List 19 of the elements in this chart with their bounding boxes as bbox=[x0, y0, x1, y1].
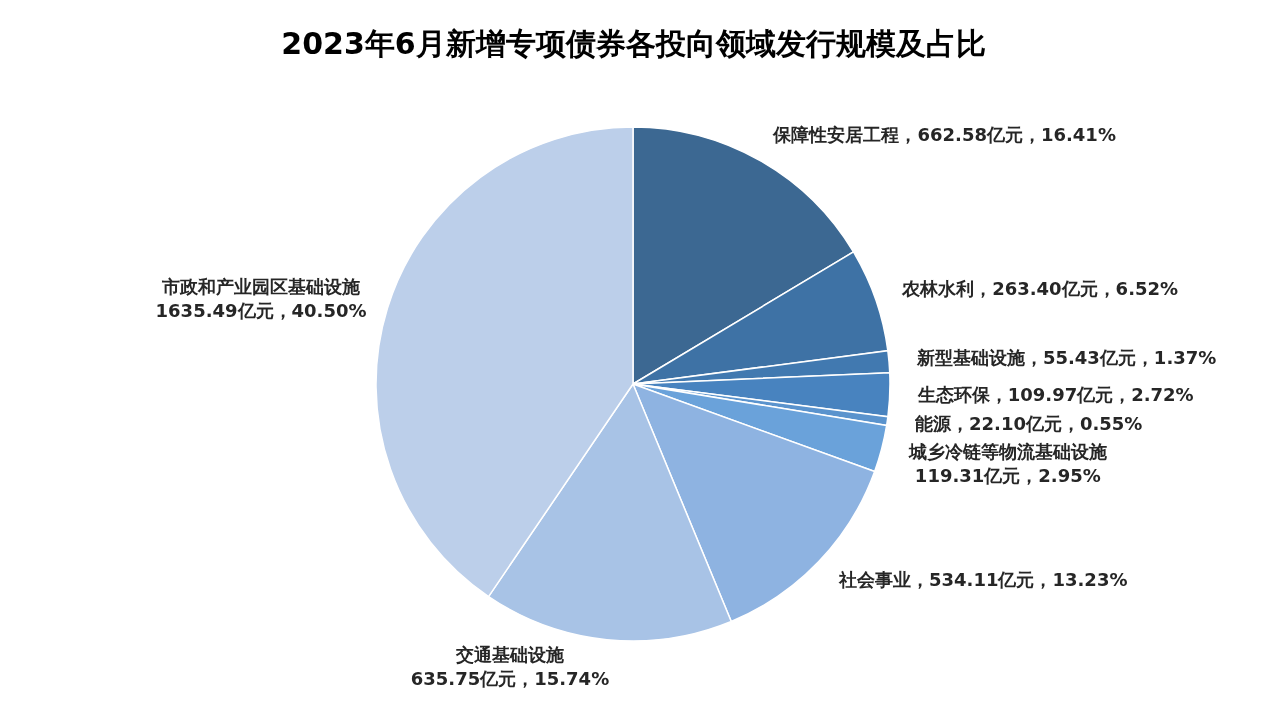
slice-label: 城乡冷链等物流基础设施 bbox=[907, 441, 1107, 463]
data-label: ，109.97亿元，2.72% bbox=[989, 383, 1194, 405]
slice-label: 生态环保 bbox=[916, 383, 991, 405]
chart-title: 2023年6月新增专项债券各投向领域发行规模及占比 bbox=[281, 26, 986, 61]
slice-label: 农林水利 bbox=[901, 278, 975, 300]
data-label: 1635.49亿元，40.50% bbox=[155, 300, 367, 322]
slice-label: 社会事业 bbox=[838, 568, 912, 590]
data-label: ，22.10亿元，0.55% bbox=[951, 413, 1143, 435]
data-label: ，263.40亿元，6.52% bbox=[974, 278, 1179, 300]
slice-label: 交通基础设施 bbox=[454, 643, 564, 665]
data-label: ，55.43亿元，1.37% bbox=[1024, 347, 1217, 369]
data-label: ，662.58亿元，16.41% bbox=[899, 124, 1116, 146]
slice-label: 新型基础设施 bbox=[915, 347, 1025, 369]
data-label: 635.75亿元，15.74% bbox=[410, 667, 610, 689]
data-label: ，534.11亿元，13.23% bbox=[911, 568, 1128, 590]
slice-label: 能源 bbox=[915, 413, 953, 435]
slice-label: 市政和产业园区基础设施 bbox=[161, 276, 361, 298]
data-label: 119.31亿元，2.95% bbox=[914, 465, 1101, 487]
slice-label: 保障性安居工程 bbox=[772, 124, 900, 146]
